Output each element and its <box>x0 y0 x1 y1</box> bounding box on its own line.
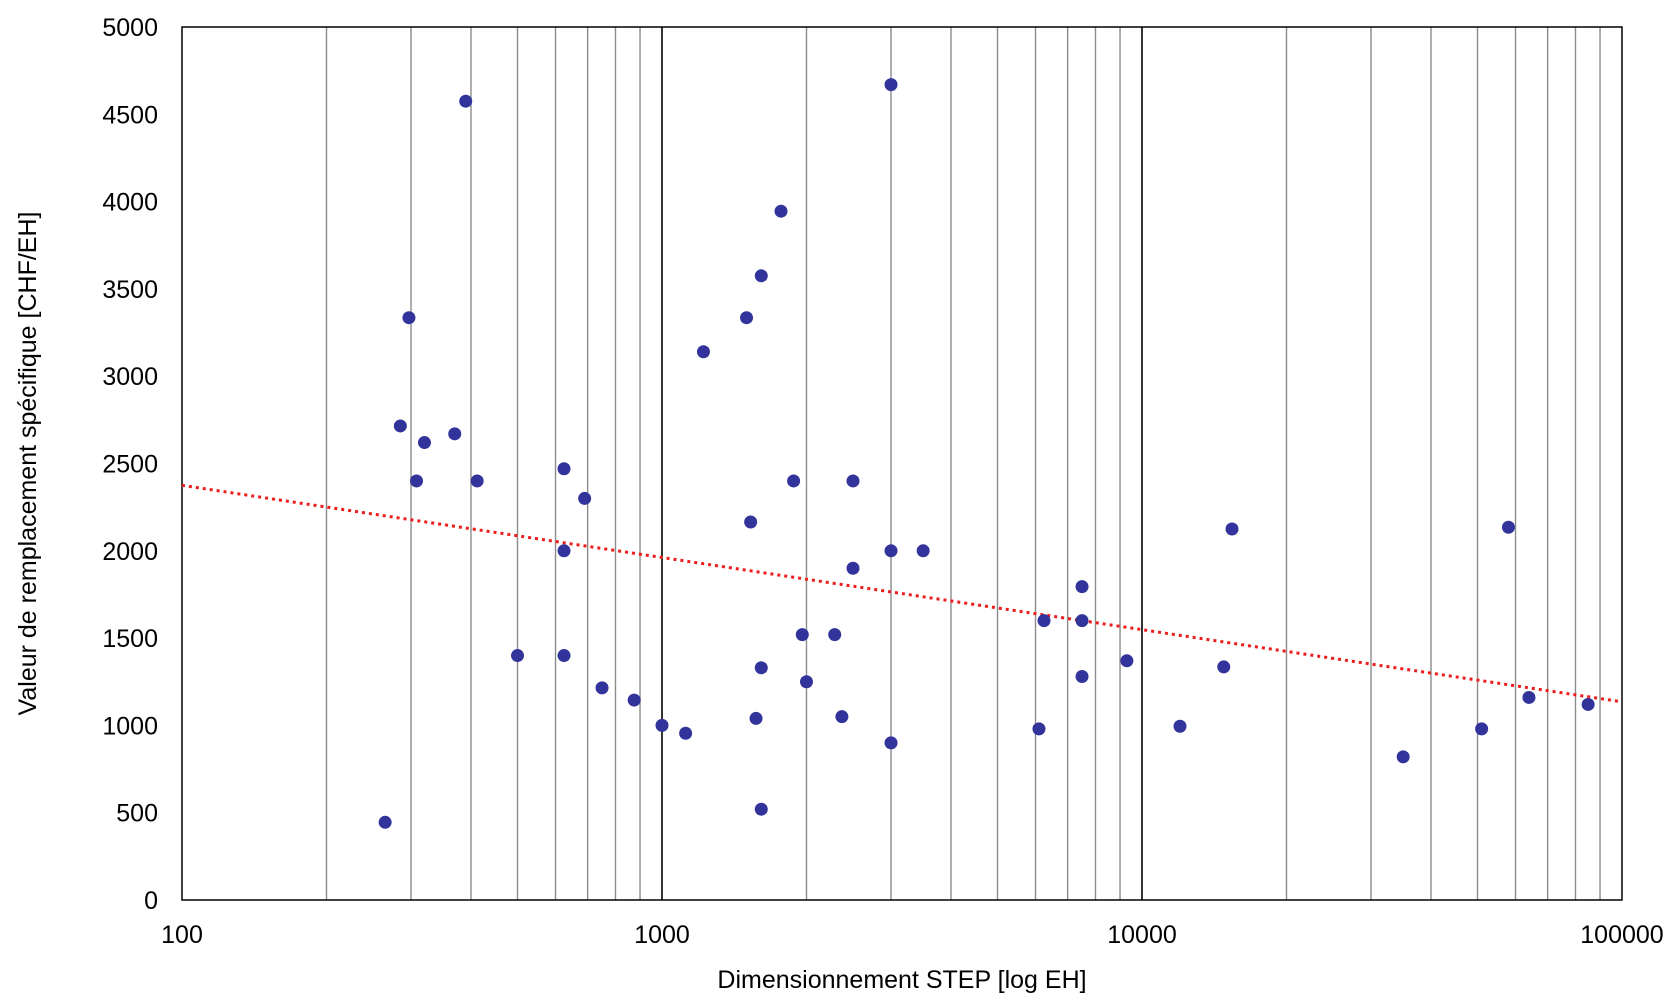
data-point <box>884 736 898 750</box>
data-point <box>1032 722 1046 736</box>
data-point <box>459 94 473 108</box>
trendline <box>181 483 1623 704</box>
data-point <box>410 474 424 488</box>
gridlines <box>325 27 1601 900</box>
data-point <box>828 628 842 642</box>
data-point <box>846 561 860 575</box>
data-point <box>1581 697 1595 711</box>
data-point <box>470 474 484 488</box>
data-point <box>655 718 669 732</box>
y-tick-label: 500 <box>116 800 158 828</box>
data-point <box>1217 660 1231 674</box>
data-point <box>448 427 462 441</box>
data-point <box>1075 580 1089 594</box>
y-tick-label: 2500 <box>102 451 158 479</box>
data-point <box>1475 722 1489 736</box>
data-point <box>799 675 813 689</box>
data-point <box>1225 522 1239 536</box>
data-point <box>578 491 592 505</box>
trendline-layer <box>181 483 1623 704</box>
data-point <box>679 726 693 740</box>
y-tick-label: 3000 <box>102 363 158 391</box>
data-point <box>754 269 768 283</box>
data-point <box>744 515 758 529</box>
data-point <box>378 815 392 829</box>
data-point <box>1173 719 1187 733</box>
data-point <box>1075 614 1089 628</box>
data-point <box>884 544 898 558</box>
data-point <box>916 544 930 558</box>
data-point <box>774 204 788 218</box>
data-point <box>795 628 809 642</box>
x-tick-labels: 100 1000 10000 100000 <box>161 921 1664 949</box>
x-axis-title: Dimensionnement STEP [log EH] <box>717 966 1086 994</box>
x-tick-label: 1000 <box>634 921 690 949</box>
data-point <box>1120 654 1134 668</box>
data-point <box>749 711 763 725</box>
data-point <box>1075 670 1089 684</box>
data-points <box>378 78 1595 829</box>
data-point <box>754 802 768 816</box>
y-axis-title: Valeur de remplacement spécifique [CHF/E… <box>14 212 42 716</box>
data-point <box>627 693 641 707</box>
x-tick-label: 10000 <box>1107 921 1177 949</box>
data-point <box>696 345 710 359</box>
data-point <box>511 649 525 663</box>
data-point <box>1501 520 1515 534</box>
x-tick-label: 100 <box>161 921 203 949</box>
y-tick-label: 1500 <box>102 625 158 653</box>
data-point <box>787 474 801 488</box>
data-point <box>393 419 407 433</box>
data-point <box>1037 614 1051 628</box>
y-tick-label: 5000 <box>102 14 158 42</box>
y-tick-label: 1000 <box>102 712 158 740</box>
data-point <box>884 78 898 92</box>
y-tick-labels: 0 500 1000 1500 2000 2500 3000 3500 4000 4500 5000 <box>102 14 158 915</box>
y-tick-label: 2000 <box>102 538 158 566</box>
data-point <box>595 681 609 695</box>
data-point <box>557 544 571 558</box>
data-point <box>1396 750 1410 764</box>
y-tick-label: 4500 <box>102 101 158 129</box>
y-tick-label: 3500 <box>102 276 158 304</box>
x-tick-label: 100000 <box>1580 921 1663 949</box>
data-point <box>557 649 571 663</box>
data-point <box>402 311 416 325</box>
data-point <box>1522 690 1536 704</box>
data-point <box>557 462 571 476</box>
data-point <box>754 661 768 675</box>
data-point <box>740 311 754 325</box>
data-point <box>835 710 849 724</box>
plot-area-frame <box>181 26 1623 901</box>
data-point <box>417 436 431 450</box>
data-point <box>846 474 860 488</box>
y-tick-label: 0 <box>144 887 158 915</box>
y-tick-label: 4000 <box>102 189 158 217</box>
